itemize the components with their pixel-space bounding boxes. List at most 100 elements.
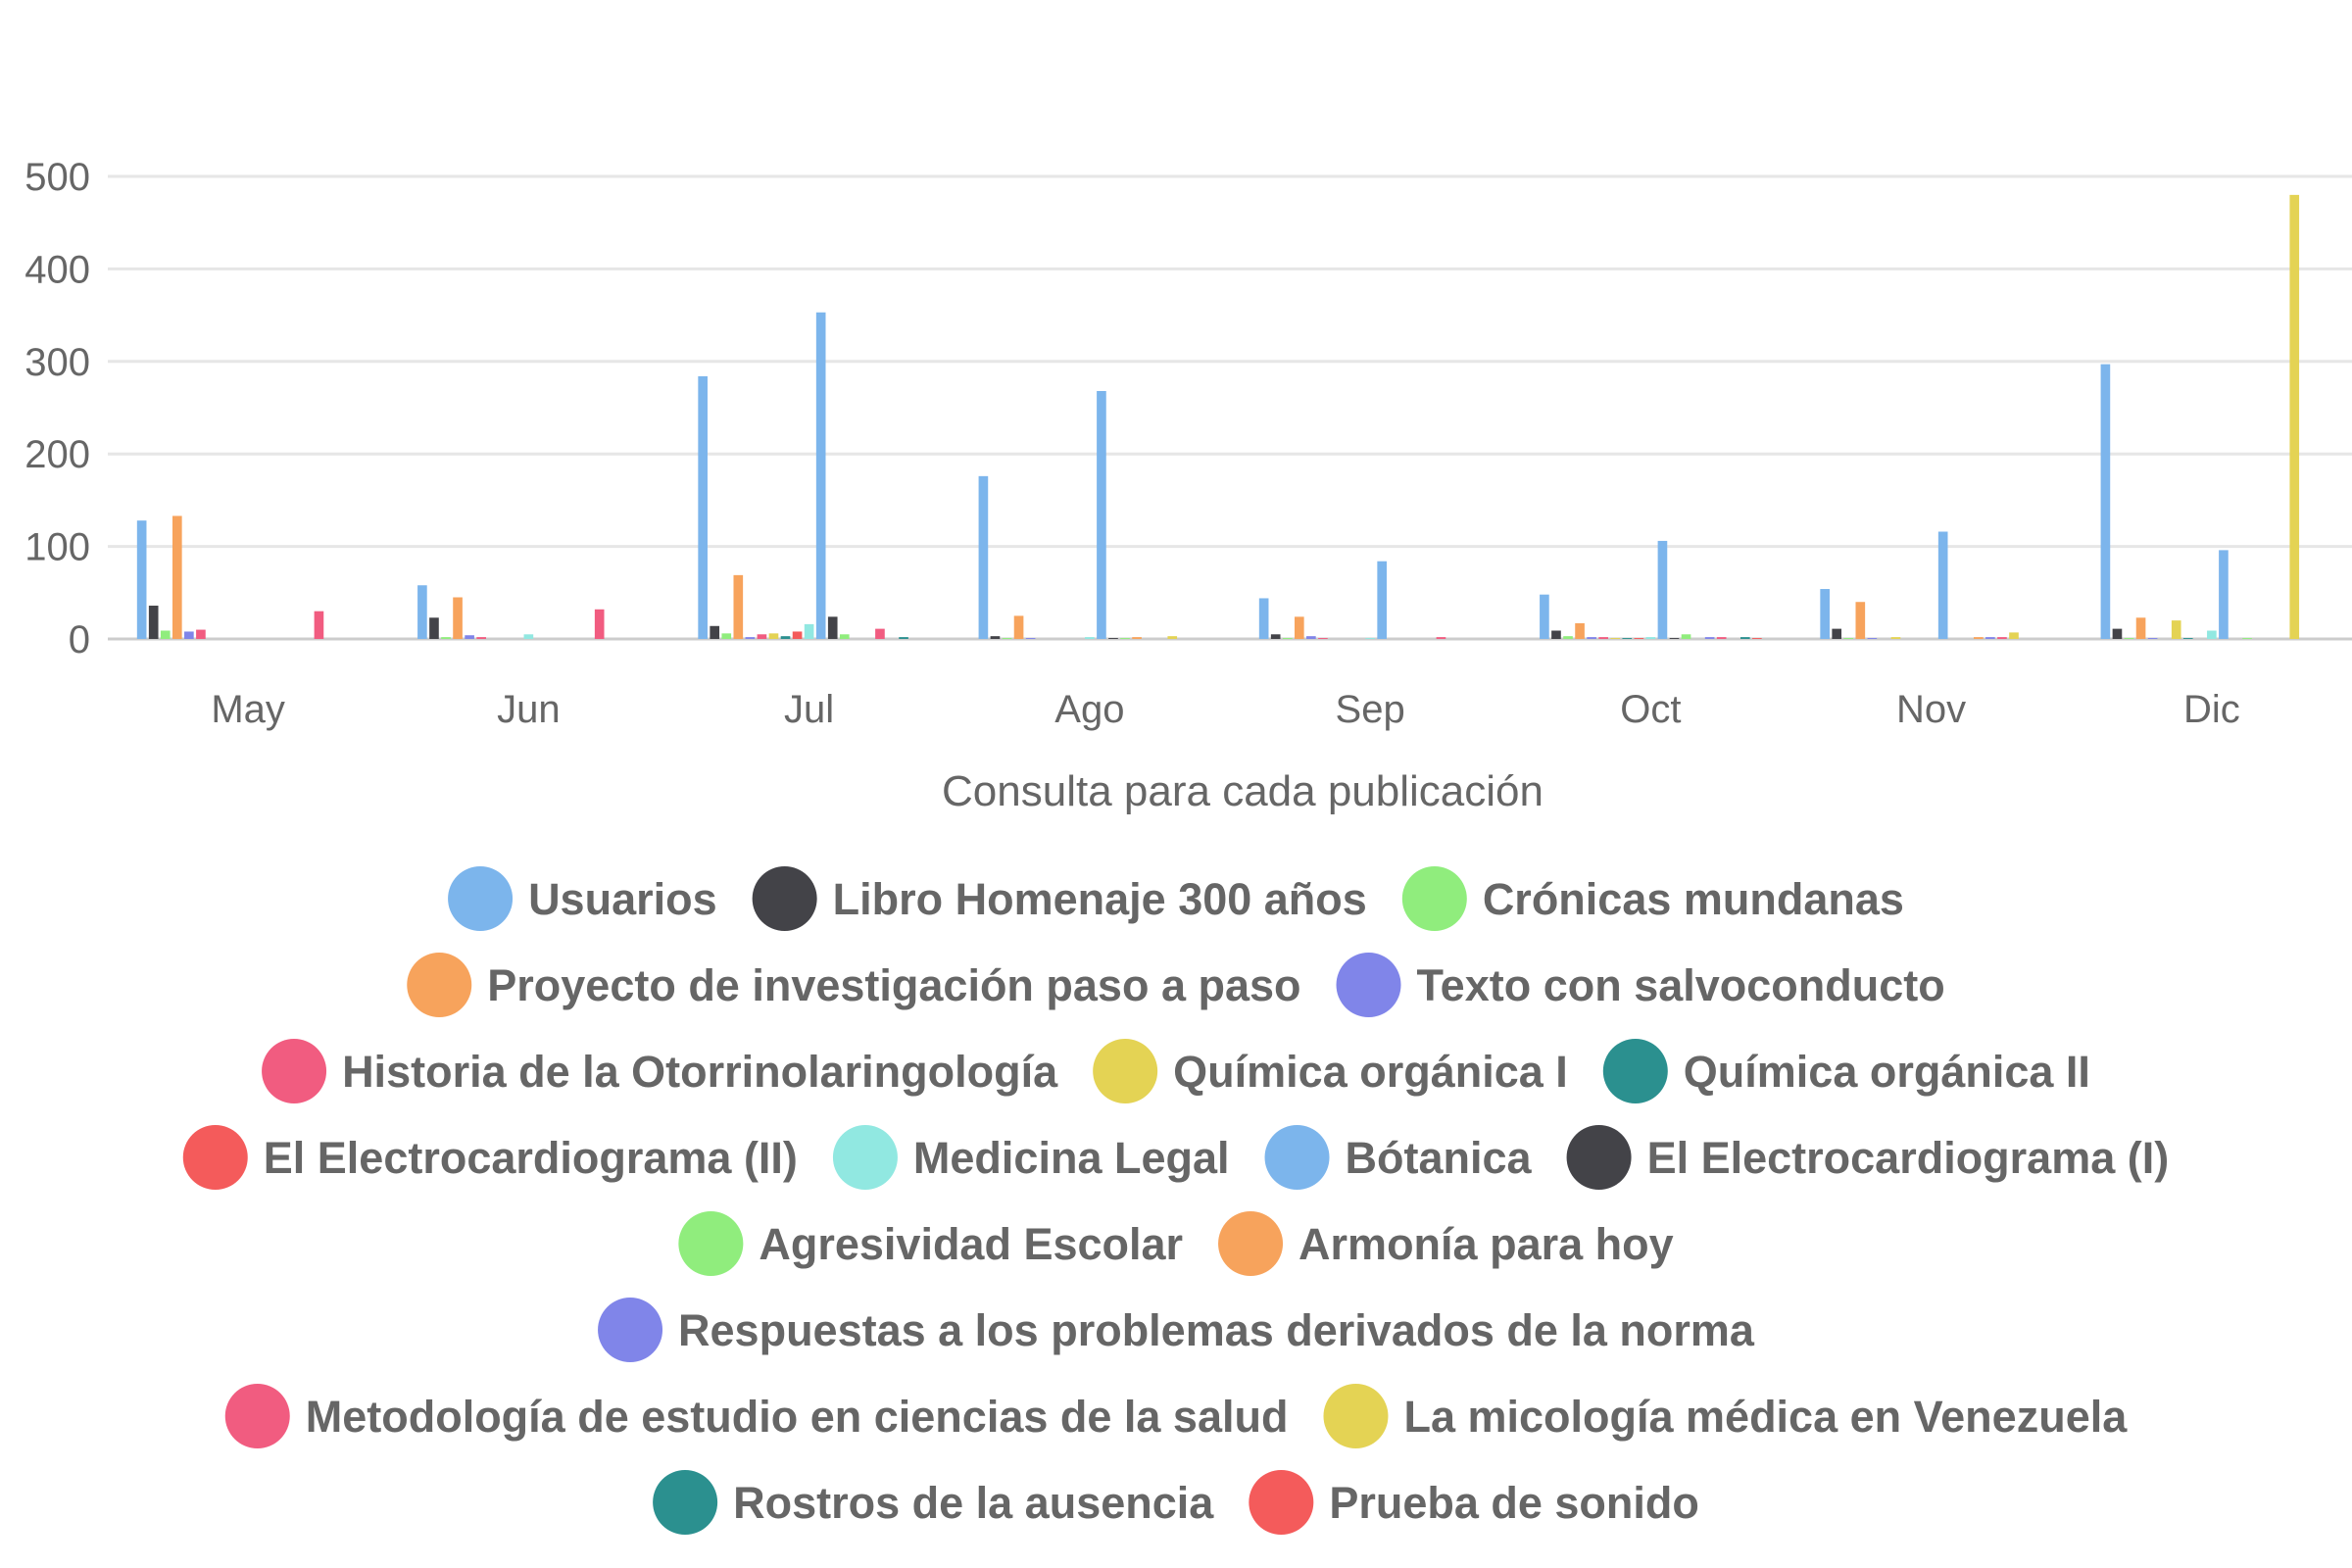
- bar[interactable]: [978, 475, 989, 639]
- bar[interactable]: [523, 634, 534, 639]
- legend-item[interactable]: La micología médica en Venezuela: [1323, 1384, 2128, 1448]
- legend-item[interactable]: Proyecto de investigación paso a paso: [407, 953, 1301, 1017]
- bar[interactable]: [1120, 638, 1130, 639]
- bar[interactable]: [839, 634, 850, 639]
- bar[interactable]: [1752, 638, 1762, 639]
- bar[interactable]: [1365, 638, 1375, 639]
- bar[interactable]: [1832, 628, 1842, 639]
- bar[interactable]: [184, 631, 194, 639]
- bar[interactable]: [441, 637, 451, 639]
- bar[interactable]: [1108, 638, 1118, 639]
- legend-item[interactable]: Agresividad Escolar: [678, 1211, 1183, 1276]
- bar[interactable]: [2171, 620, 2181, 639]
- bar[interactable]: [721, 633, 732, 639]
- bar[interactable]: [148, 606, 159, 639]
- bar[interactable]: [2242, 638, 2252, 639]
- bar[interactable]: [1377, 561, 1387, 639]
- bar[interactable]: [1716, 637, 1727, 639]
- bar[interactable]: [1843, 638, 1854, 639]
- bar[interactable]: [136, 520, 147, 639]
- bar[interactable]: [1669, 638, 1680, 639]
- bar[interactable]: [314, 611, 324, 639]
- bar[interactable]: [1937, 531, 1948, 639]
- bar[interactable]: [1890, 637, 1901, 639]
- bar[interactable]: [1985, 637, 1995, 639]
- bar[interactable]: [172, 515, 182, 639]
- bar[interactable]: [1622, 638, 1633, 639]
- legend-item[interactable]: Química orgánica II: [1602, 1039, 2090, 1103]
- legend-item[interactable]: Historia de la Otorrinolaringología: [262, 1039, 1058, 1103]
- bar[interactable]: [1575, 622, 1585, 639]
- bar[interactable]: [160, 630, 171, 639]
- bar[interactable]: [1704, 637, 1715, 639]
- bar[interactable]: [1974, 637, 1984, 639]
- bar[interactable]: [733, 574, 744, 639]
- bar[interactable]: [2289, 194, 2300, 639]
- bar[interactable]: [1820, 589, 1830, 639]
- bar[interactable]: [768, 633, 779, 639]
- bar[interactable]: [815, 312, 826, 639]
- bar[interactable]: [2219, 550, 2229, 639]
- bar[interactable]: [1855, 602, 1866, 639]
- legend-item[interactable]: Química orgánica I: [1093, 1039, 1568, 1103]
- bar[interactable]: [1013, 615, 1024, 639]
- legend-item[interactable]: Armonía para hoy: [1218, 1211, 1674, 1276]
- legend-item[interactable]: Rostros de la ausencia: [653, 1470, 1214, 1535]
- bar[interactable]: [476, 637, 486, 639]
- bar[interactable]: [1025, 638, 1036, 639]
- bar[interactable]: [1587, 637, 1596, 639]
- bar[interactable]: [710, 625, 720, 639]
- legend-item[interactable]: Crónicas mundanas: [1401, 866, 1904, 931]
- bar[interactable]: [875, 628, 885, 639]
- bar[interactable]: [1867, 638, 1878, 639]
- bar[interactable]: [2009, 632, 2019, 639]
- bar[interactable]: [2207, 630, 2217, 639]
- legend-item[interactable]: El Electrocardiograma (II): [182, 1125, 798, 1190]
- bar[interactable]: [1294, 616, 1304, 639]
- legend-item[interactable]: El Electrocardiograma (I): [1566, 1125, 2170, 1190]
- bar[interactable]: [757, 634, 767, 639]
- bar[interactable]: [2147, 638, 2158, 639]
- bar[interactable]: [1318, 638, 1328, 639]
- bar[interactable]: [1551, 630, 1561, 639]
- bar[interactable]: [1540, 594, 1549, 639]
- bar[interactable]: [1282, 638, 1293, 639]
- legend-item[interactable]: Metodología de estudio en ciencias de la…: [224, 1384, 1289, 1448]
- bar[interactable]: [1085, 637, 1095, 639]
- bar[interactable]: [990, 636, 1001, 639]
- bar[interactable]: [698, 375, 708, 639]
- bar[interactable]: [465, 635, 474, 639]
- bar[interactable]: [1097, 391, 1106, 639]
- bar[interactable]: [1681, 634, 1691, 639]
- bar[interactable]: [1563, 636, 1573, 639]
- bar[interactable]: [1167, 636, 1178, 639]
- bar[interactable]: [899, 637, 908, 639]
- bar[interactable]: [804, 623, 814, 639]
- bar[interactable]: [1598, 637, 1608, 639]
- bar[interactable]: [780, 636, 791, 639]
- bar[interactable]: [1270, 634, 1281, 639]
- bar[interactable]: [1740, 637, 1750, 639]
- bar[interactable]: [2124, 638, 2134, 639]
- bar[interactable]: [453, 597, 463, 639]
- bar[interactable]: [1436, 637, 1446, 639]
- bar[interactable]: [2182, 638, 2193, 639]
- legend-item[interactable]: Medicina Legal: [832, 1125, 1230, 1190]
- bar[interactable]: [1306, 636, 1316, 639]
- bar[interactable]: [827, 616, 838, 639]
- bar[interactable]: [417, 585, 427, 639]
- bar[interactable]: [1997, 637, 2007, 639]
- legend-item[interactable]: Bótanica: [1264, 1125, 1533, 1190]
- bar[interactable]: [792, 631, 803, 639]
- bar[interactable]: [2112, 628, 2123, 639]
- legend-item[interactable]: Texto con salvoconducto: [1336, 953, 1945, 1017]
- legend-item[interactable]: Usuarios: [448, 866, 717, 931]
- bar[interactable]: [1258, 598, 1269, 639]
- bar[interactable]: [196, 629, 206, 639]
- bar[interactable]: [1002, 638, 1012, 639]
- legend-item[interactable]: Prueba de sonido: [1249, 1470, 1699, 1535]
- bar[interactable]: [1132, 637, 1142, 639]
- bar[interactable]: [745, 637, 756, 639]
- bar[interactable]: [594, 609, 605, 639]
- bar[interactable]: [1610, 638, 1621, 639]
